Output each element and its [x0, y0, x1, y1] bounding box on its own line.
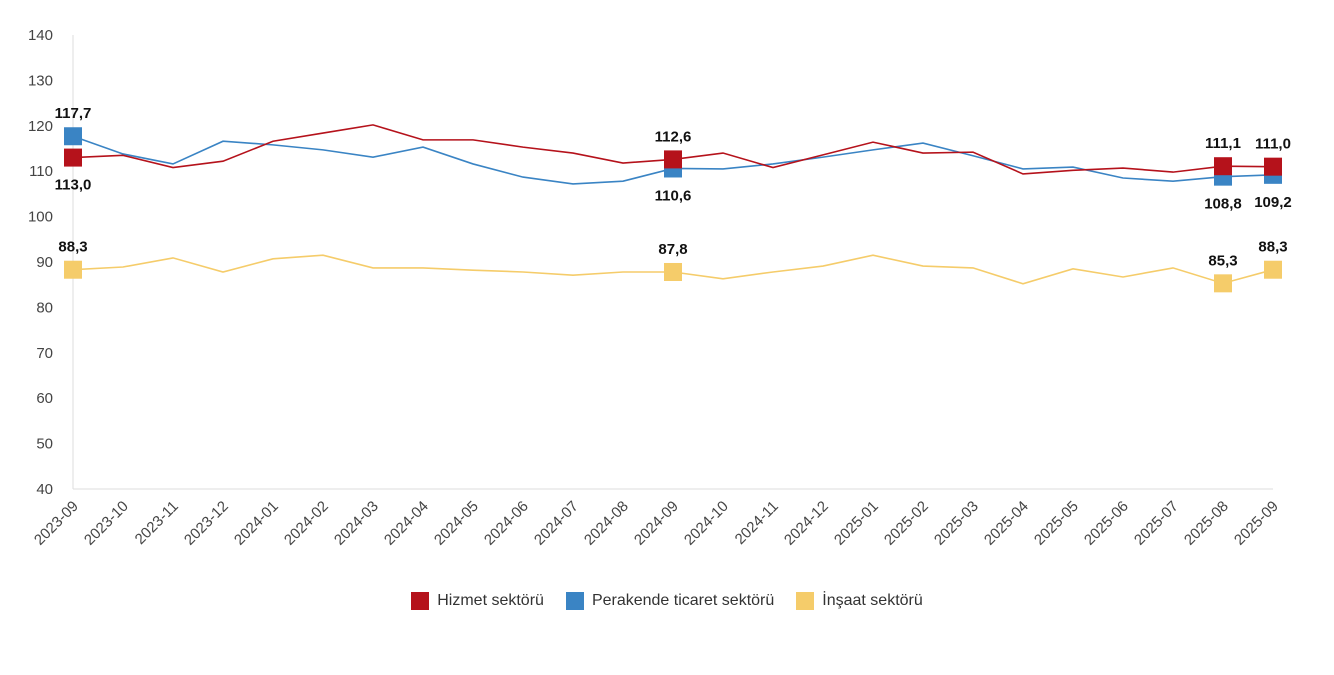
x-tick-label: 2024-09	[631, 498, 682, 549]
y-tick-label: 70	[36, 345, 53, 362]
legend: Hizmet sektörü Perakende ticaret sektörü…	[0, 592, 1334, 610]
data-marker	[1214, 274, 1232, 293]
data-label: 88,3	[58, 239, 87, 256]
x-tick-label: 2025-08	[1181, 498, 1232, 549]
x-tick-label: 2024-10	[681, 498, 732, 549]
legend-label: Hizmet sektörü	[437, 592, 544, 609]
x-tick-label: 2025-06	[1081, 498, 1132, 549]
x-tick-label: 2025-01	[831, 498, 882, 549]
legend-item-hizmet: Hizmet sektörü	[411, 592, 544, 610]
legend-item-insaat: İnşaat sektörü	[796, 592, 923, 610]
data-label: 112,6	[655, 128, 692, 145]
x-tick-label: 2024-07	[531, 498, 582, 549]
data-marker	[1264, 157, 1282, 176]
data-label: 108,8	[1204, 196, 1242, 213]
x-tick-label: 2024-12	[781, 498, 832, 549]
x-tick-label: 2024-04	[381, 498, 432, 549]
y-tick-label: 130	[28, 72, 53, 89]
data-marker	[664, 262, 682, 281]
x-tick-label: 2023-11	[132, 498, 182, 548]
data-label: 85,3	[1208, 252, 1237, 269]
data-label: 110,6	[655, 187, 692, 204]
data-marker	[64, 260, 82, 279]
x-tick-label: 2025-04	[981, 498, 1032, 549]
x-tick-label: 2024-03	[331, 498, 382, 549]
y-tick-label: 50	[36, 436, 53, 453]
data-label: 113,0	[55, 177, 92, 194]
y-tick-label: 110	[29, 163, 53, 180]
data-label: 117,7	[55, 105, 92, 122]
x-tick-label: 2025-03	[931, 498, 982, 549]
data-label: 88,3	[1258, 239, 1287, 256]
x-tick-label: 2024-11	[732, 498, 782, 548]
x-tick-label: 2025-05	[1031, 498, 1082, 549]
x-tick-label: 2024-05	[431, 498, 482, 549]
x-tick-label: 2024-02	[281, 498, 332, 549]
y-tick-label: 40	[36, 481, 53, 498]
x-tick-label: 2025-09	[1231, 498, 1282, 549]
data-label: 111,0	[1255, 136, 1291, 153]
data-label: 111,1	[1205, 135, 1241, 152]
y-tick-label: 140	[28, 27, 53, 44]
data-marker	[64, 127, 82, 146]
data-marker	[664, 150, 682, 169]
data-marker	[1214, 157, 1232, 176]
legend-swatch	[565, 592, 584, 610]
y-tick-label: 80	[36, 299, 53, 316]
legend-label: İnşaat sektörü	[822, 592, 923, 609]
x-tick-label: 2025-07	[1131, 498, 1182, 549]
data-label: 109,2	[1254, 194, 1292, 211]
x-tick-label: 2024-01	[231, 498, 282, 549]
y-tick-label: 100	[28, 209, 53, 226]
x-tick-label: 2024-08	[581, 498, 632, 549]
data-label: 87,8	[658, 241, 687, 258]
legend-swatch	[411, 592, 430, 610]
data-marker	[1264, 260, 1282, 279]
x-tick-label: 2023-12	[181, 498, 232, 549]
legend-label: Perakende ticaret sektörü	[591, 592, 775, 609]
data-marker	[64, 148, 82, 167]
y-tick-label: 90	[36, 254, 53, 271]
x-tick-label: 2024-06	[481, 498, 532, 549]
legend-swatch	[796, 592, 815, 610]
y-tick-label: 60	[36, 390, 53, 407]
y-tick-label: 120	[28, 118, 53, 135]
x-tick-label: 2023-09	[31, 498, 82, 549]
legend-item-perakende: Perakende ticaret sektörü	[565, 592, 775, 610]
x-tick-label: 2023-10	[81, 498, 132, 549]
x-tick-label: 2025-02	[881, 498, 932, 549]
